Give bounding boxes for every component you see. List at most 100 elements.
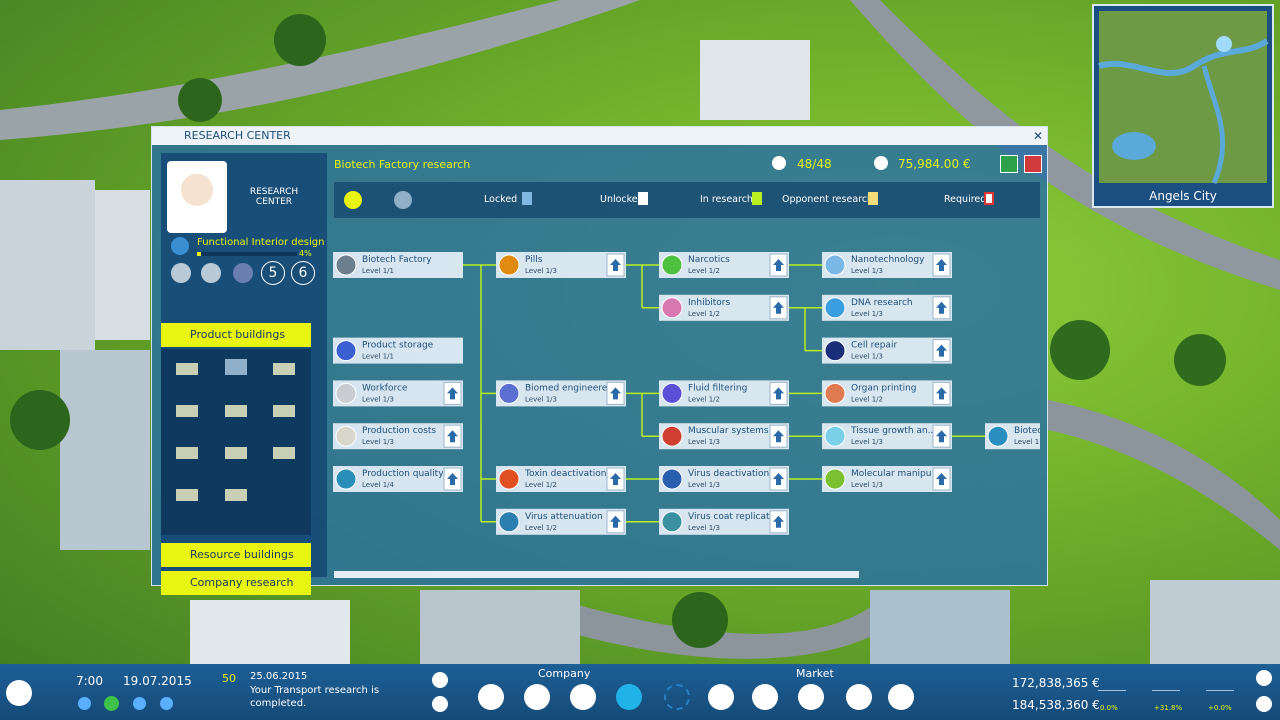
tree-view-button[interactable]	[344, 191, 362, 209]
toolbar-button[interactable]	[888, 684, 914, 710]
node-icon	[661, 468, 683, 490]
node-level: Level 1/3	[362, 438, 394, 446]
upgrade-button[interactable]	[1096, 425, 1113, 447]
help-button[interactable]	[1256, 696, 1272, 712]
node-level: Level 1/1	[362, 267, 394, 275]
node-icon	[335, 382, 357, 404]
toolbar-button[interactable]	[708, 684, 734, 710]
research-node[interactable]: Biomed engineered Level 1/3	[496, 380, 626, 407]
node-level: Level 1/3	[362, 395, 394, 403]
research-node[interactable]: Production costs Level 1/3	[333, 423, 463, 450]
toolbar-button[interactable]	[752, 684, 778, 710]
progress-track	[197, 252, 297, 256]
title-bar: RESEARCH CENTER ✕	[152, 127, 1047, 145]
research-node[interactable]: Biotech Factory Level 1/1	[333, 252, 463, 278]
list-view-button[interactable]	[394, 191, 412, 209]
node-name: Molecular manipu...	[851, 469, 940, 479]
toolbar-button[interactable]	[846, 684, 872, 710]
node-name: Production quality	[362, 469, 444, 479]
research-node[interactable]: Product storage Level 1/1	[333, 337, 463, 364]
research-node[interactable]: Toxin deactivation Level 1/2	[496, 466, 626, 492]
upgrade-arrow	[610, 473, 621, 485]
upgrade-arrow	[773, 387, 784, 400]
node-name: Biotech Factory	[362, 255, 432, 265]
time: 7:00	[76, 674, 103, 688]
menu-item[interactable]: Resource buildings	[161, 543, 311, 567]
minimap[interactable]: Angels City	[1092, 4, 1274, 208]
stat: +31.8%	[1154, 704, 1183, 712]
node-icon	[824, 340, 846, 362]
legend-swatch	[984, 192, 994, 205]
research-node[interactable]: Pills Level 1/3	[496, 252, 626, 278]
message-count: 50	[222, 672, 236, 685]
stat-gauge	[1152, 690, 1180, 691]
research-node[interactable]: Virus deactivation... Level 1/3	[659, 466, 789, 492]
research-node[interactable]: Virus attenuation Level 1/2	[496, 508, 626, 535]
research-node[interactable]: DNA research Level 1/3	[822, 294, 952, 321]
budget-icon	[874, 156, 888, 170]
research-node[interactable]: Tissue growth an... Level 1/3	[822, 423, 952, 450]
stat-gauge	[1206, 690, 1234, 691]
queue-slot[interactable]: 6	[291, 261, 315, 285]
node-icon	[498, 511, 520, 533]
node-name: Virus attenuation	[525, 512, 603, 522]
research-node[interactable]: Production quality Level 1/4	[333, 466, 463, 492]
legend-label: Unlocked	[600, 194, 644, 205]
settings-button[interactable]	[1256, 670, 1272, 686]
legend-swatch	[522, 192, 532, 205]
node-level: Level 1/2	[688, 267, 720, 275]
node-level: Level 1/2	[525, 481, 557, 489]
fast-button[interactable]	[133, 697, 146, 710]
research-node[interactable]: Fluid filtering Level 1/2	[659, 380, 789, 407]
research-node[interactable]: Workforce Level 1/3	[333, 380, 463, 407]
legend-label: Locked	[484, 194, 518, 205]
main-menu-button[interactable]	[6, 680, 32, 706]
node-icon	[824, 382, 846, 404]
scrollbar[interactable]	[334, 571, 859, 578]
research-node[interactable]: Inhibitors Level 1/2	[659, 294, 789, 321]
toolbar-button[interactable]	[524, 684, 550, 710]
research-node[interactable]: Organ printing Level 1/2	[822, 380, 952, 407]
legend-label: Required	[944, 194, 987, 205]
upgrade-arrow	[936, 473, 947, 485]
upgrade-arrow	[773, 473, 784, 485]
node-level: Level 1/3	[688, 524, 720, 532]
toolbar-button[interactable]	[798, 684, 824, 710]
message-date: 25.06.2015	[250, 671, 308, 682]
queue-icon	[201, 263, 221, 283]
queue-slot[interactable]: 5	[261, 261, 285, 285]
upgrade-arrow	[610, 387, 621, 400]
play-button[interactable]	[104, 696, 119, 711]
toolbar-button[interactable]	[664, 684, 690, 710]
progress-fill	[197, 252, 201, 256]
close-button[interactable]: ✕	[1032, 129, 1043, 143]
node-icon	[661, 511, 683, 533]
research-node[interactable]: Cell repair Level 1/3	[822, 337, 952, 364]
research-node[interactable]: Biotec Level 1	[985, 423, 1115, 450]
message-text[interactable]: Your Transport research is completed.	[250, 685, 380, 709]
opponent-button[interactable]	[1024, 155, 1042, 173]
upgrade-arrow	[610, 515, 621, 528]
node-icon	[824, 254, 846, 276]
side-icon[interactable]	[432, 672, 448, 688]
connector	[626, 264, 659, 309]
player-button[interactable]	[1000, 155, 1018, 173]
toolbar-button[interactable]	[570, 684, 596, 710]
node-name: Cell repair	[851, 341, 897, 351]
toolbar-button[interactable]	[478, 684, 504, 710]
pause-button[interactable]	[78, 697, 91, 710]
research-node[interactable]: Muscular systems Level 1/3	[659, 423, 789, 450]
fastest-button[interactable]	[160, 697, 173, 710]
menu-item[interactable]: Company research	[161, 571, 311, 595]
node-icon	[661, 425, 683, 447]
research-node[interactable]: Narcotics Level 1/2	[659, 252, 789, 278]
node-level: Level 1/3	[851, 438, 883, 446]
toolbar-button[interactable]	[616, 684, 642, 710]
research-node[interactable]: Nanotechnology Level 1/3	[822, 252, 952, 278]
research-node[interactable]: Virus coat replicat... Level 1/3	[659, 508, 789, 535]
research-node[interactable]: Molecular manipu... Level 1/3	[822, 466, 952, 492]
side-icon[interactable]	[432, 696, 448, 712]
menu-item[interactable]: Product buildings	[161, 323, 311, 347]
